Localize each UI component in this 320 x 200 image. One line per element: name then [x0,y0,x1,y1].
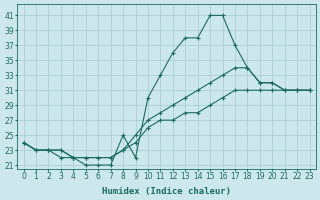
X-axis label: Humidex (Indice chaleur): Humidex (Indice chaleur) [102,187,231,196]
